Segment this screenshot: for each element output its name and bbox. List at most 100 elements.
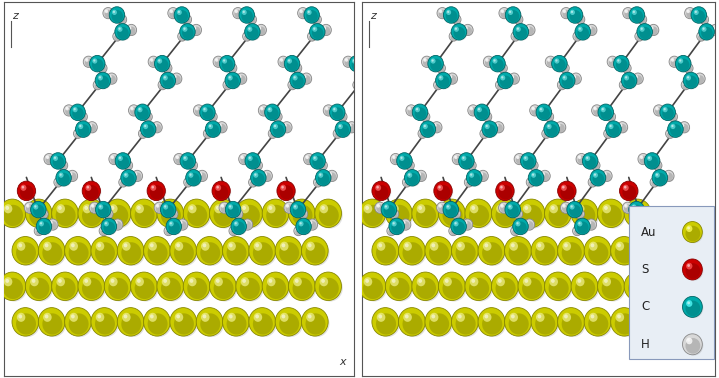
Circle shape [170,237,196,265]
Circle shape [500,66,502,67]
Circle shape [157,199,183,228]
Circle shape [510,226,520,236]
Circle shape [179,221,183,225]
Circle shape [485,58,489,62]
Circle shape [91,204,99,213]
Circle shape [602,108,604,110]
Circle shape [294,65,301,73]
Circle shape [538,105,552,121]
Circle shape [290,72,306,89]
Circle shape [465,27,467,29]
Circle shape [193,26,201,35]
Circle shape [493,122,504,133]
Circle shape [60,174,62,176]
Circle shape [183,272,210,301]
Circle shape [631,8,646,24]
Circle shape [555,59,557,62]
Circle shape [288,199,315,228]
Circle shape [418,279,422,283]
Circle shape [39,221,44,226]
Circle shape [650,26,654,30]
Circle shape [607,56,618,67]
Circle shape [234,222,237,225]
Circle shape [153,124,161,132]
Circle shape [513,34,515,35]
Circle shape [152,122,162,133]
Circle shape [30,277,39,286]
Circle shape [359,272,385,301]
Circle shape [384,204,389,209]
Circle shape [482,130,485,133]
Circle shape [170,211,173,214]
Circle shape [362,274,387,302]
Circle shape [578,26,582,32]
Circle shape [78,124,83,129]
Circle shape [405,180,406,181]
Circle shape [446,10,451,15]
Circle shape [500,76,511,88]
Circle shape [158,80,167,90]
Circle shape [641,156,642,158]
Circle shape [180,153,196,169]
Circle shape [112,219,123,230]
Circle shape [430,313,439,322]
Circle shape [78,124,89,136]
Circle shape [700,15,709,24]
Circle shape [52,156,64,168]
Circle shape [241,277,249,286]
Circle shape [270,130,273,133]
Circle shape [162,76,174,88]
Circle shape [443,204,452,213]
Circle shape [513,228,514,230]
Circle shape [530,161,539,170]
Circle shape [293,204,302,213]
Circle shape [255,243,259,247]
Circle shape [262,272,289,301]
Circle shape [498,183,515,201]
Circle shape [699,34,700,35]
Circle shape [562,204,566,208]
Circle shape [95,242,115,263]
Circle shape [104,221,109,226]
Circle shape [43,242,52,251]
Circle shape [571,272,598,301]
Circle shape [695,74,705,85]
Circle shape [17,313,25,322]
Circle shape [298,8,308,19]
Circle shape [293,64,302,73]
Circle shape [221,204,229,213]
Circle shape [663,107,668,112]
Circle shape [79,125,81,127]
Circle shape [321,24,331,36]
Circle shape [47,219,58,230]
Circle shape [442,205,462,226]
Circle shape [437,8,448,19]
Circle shape [607,112,615,122]
Circle shape [173,310,198,337]
Circle shape [215,185,229,200]
Circle shape [97,74,111,89]
Circle shape [638,15,647,25]
Circle shape [122,242,131,251]
Circle shape [96,313,104,322]
Circle shape [154,124,157,127]
Circle shape [295,227,303,236]
Circle shape [439,204,442,208]
Circle shape [25,199,52,228]
Circle shape [290,201,306,218]
Circle shape [160,82,162,85]
Circle shape [304,239,329,266]
Circle shape [348,124,352,127]
Circle shape [91,308,118,336]
Circle shape [230,228,237,235]
Circle shape [201,242,209,251]
Circle shape [501,205,503,206]
Circle shape [41,211,44,214]
Circle shape [496,277,505,286]
Circle shape [206,131,207,132]
Circle shape [593,107,597,110]
Circle shape [201,105,216,121]
Circle shape [412,272,439,301]
Circle shape [221,57,236,73]
Circle shape [656,174,658,176]
